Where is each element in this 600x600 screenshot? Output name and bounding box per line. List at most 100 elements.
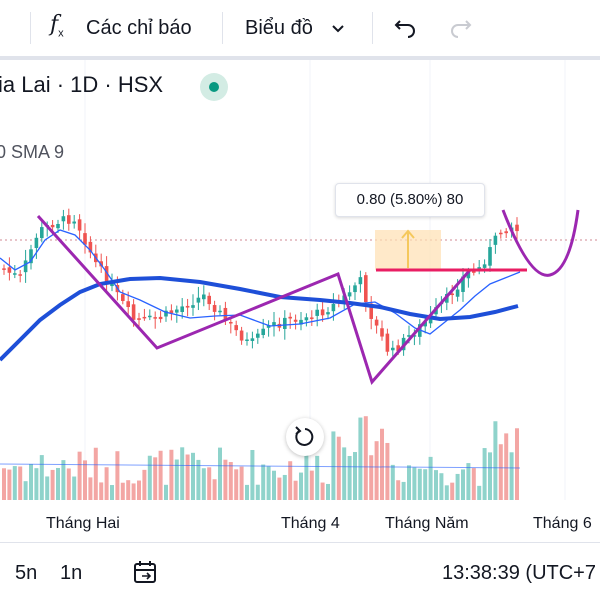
date-range-icon[interactable] <box>132 560 160 586</box>
sma-slow-line <box>0 275 519 362</box>
candle-body <box>499 232 503 235</box>
reset-chart-button[interactable] <box>286 418 324 456</box>
candle-body <box>347 292 352 297</box>
candle-body <box>88 241 93 253</box>
volume-bar <box>191 452 195 500</box>
candle-body <box>77 219 82 231</box>
symbol-title[interactable]: ia Lai · 1D · HSX <box>0 72 164 97</box>
volume-bar <box>120 482 125 500</box>
toolbar-separator <box>222 12 223 44</box>
candle-body <box>310 317 314 319</box>
candle-body <box>288 316 292 319</box>
volume-bars <box>2 416 519 500</box>
volume-bar <box>56 467 60 500</box>
candle-body <box>504 231 508 234</box>
volume-bar <box>153 457 158 500</box>
indicators-button[interactable]: Các chỉ báo <box>86 17 192 39</box>
volume-bar <box>380 428 384 500</box>
volume-bar <box>471 468 476 500</box>
volume-bar <box>234 469 239 500</box>
candle-body <box>369 303 373 319</box>
volume-bar <box>277 477 282 500</box>
candle-body <box>466 272 471 279</box>
volume-bar <box>2 468 6 500</box>
candle-body <box>72 221 76 224</box>
volume-bar <box>7 469 12 500</box>
candle-body <box>137 318 141 320</box>
candle-body <box>477 267 481 270</box>
candle-body <box>412 335 417 337</box>
undo-icon[interactable] <box>394 16 418 38</box>
volume-bar <box>477 485 482 500</box>
candle-body <box>455 289 460 297</box>
candle-body <box>364 275 368 303</box>
candle-body <box>23 260 28 273</box>
volume-bar <box>39 455 44 500</box>
volume-bar <box>309 470 314 500</box>
candle-body <box>250 338 255 341</box>
volume-bar <box>444 485 449 500</box>
candle-body <box>472 271 476 273</box>
volume-bar <box>18 466 23 500</box>
volume-bar <box>212 479 217 500</box>
volume-bar <box>185 454 190 500</box>
volume-bar <box>110 485 114 500</box>
candle-body <box>196 297 201 303</box>
candle-body <box>450 293 454 296</box>
volume-bar <box>304 452 309 500</box>
candle-body <box>380 328 384 337</box>
clock-timezone[interactable]: 13:38:39 (UTC+7 <box>442 562 596 584</box>
volume-bar <box>137 480 141 500</box>
volume-bar <box>488 452 492 500</box>
fx-icon[interactable]: fx <box>50 12 64 40</box>
candle-body <box>374 319 379 326</box>
sma-fast-line <box>0 229 521 335</box>
chart-type-button[interactable]: Biểu đồ <box>245 17 313 39</box>
candle-body <box>121 294 125 301</box>
candle-body <box>169 310 174 314</box>
volume-bar <box>509 452 514 500</box>
bottom-divider <box>0 542 600 543</box>
wave-drawing <box>36 214 472 385</box>
candle-body <box>148 315 152 318</box>
volume-bar <box>228 462 233 500</box>
volume-bar <box>342 447 347 500</box>
chevron-down-icon[interactable] <box>330 20 346 36</box>
volume-bar <box>515 428 519 500</box>
volume-bar <box>45 476 50 500</box>
volume-bar <box>99 482 104 500</box>
volume-bar <box>315 455 320 500</box>
price-chart[interactable] <box>0 56 600 542</box>
candle-body <box>180 306 184 312</box>
candle-body <box>326 312 330 315</box>
candle-body <box>131 304 136 320</box>
candle-body <box>315 309 319 316</box>
volume-bar <box>493 421 498 500</box>
volume-bar <box>23 481 28 500</box>
volume-bar <box>131 483 136 500</box>
volume-bar <box>347 455 352 500</box>
candle-body <box>261 328 265 336</box>
sma-indicator-label[interactable]: 0 SMA 9 <box>0 142 65 162</box>
candle-body <box>212 305 217 312</box>
top-toolbar: fx Các chỉ báo Biểu đồ <box>0 0 600 56</box>
candle-body <box>126 301 130 308</box>
volume-bar <box>201 468 206 500</box>
volume-bar <box>77 451 82 500</box>
volume-bar <box>223 459 228 500</box>
range-5n-button[interactable]: 5n <box>15 562 38 584</box>
volume-bar <box>369 455 374 500</box>
volume-bar <box>207 467 212 500</box>
candle-body <box>164 310 168 317</box>
volume-bar <box>466 463 471 500</box>
redo-icon <box>451 20 472 38</box>
range-1n-button[interactable]: 1n <box>60 562 83 584</box>
volume-bar <box>50 469 55 500</box>
candle-body <box>488 247 492 266</box>
candlesticks <box>2 208 519 358</box>
candle-body <box>29 249 33 264</box>
volume-bar <box>282 474 287 500</box>
time-axis-label: Tháng 6 <box>533 515 592 532</box>
volume-bar <box>450 482 455 500</box>
candle-body <box>175 309 179 313</box>
